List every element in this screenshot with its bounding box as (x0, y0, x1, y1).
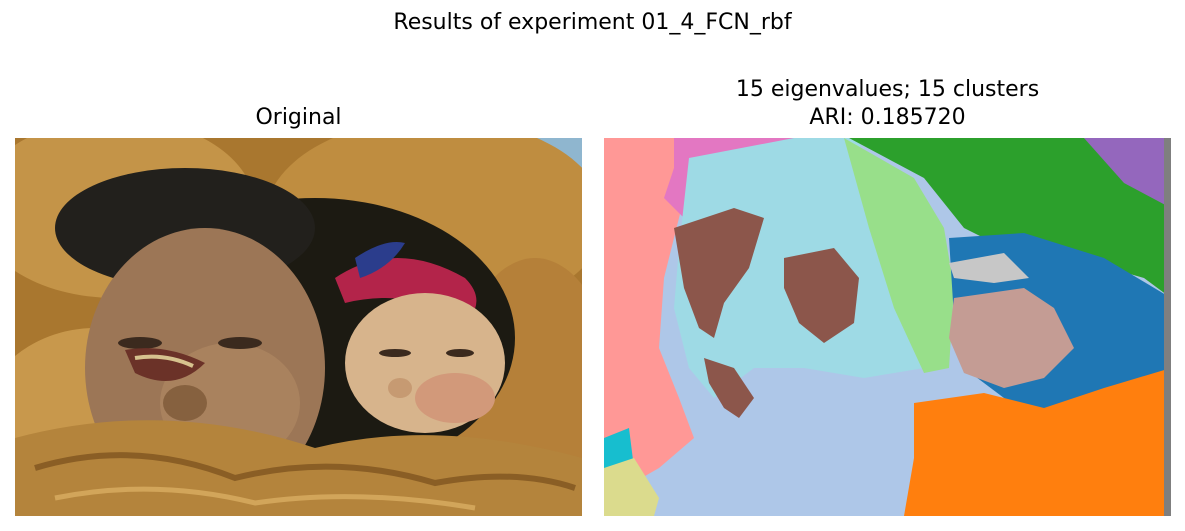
original-image (15, 138, 582, 516)
left-panel-title: Original (255, 105, 342, 130)
figure-suptitle: Results of experiment 01_4_FCN_rbf (393, 10, 792, 35)
right-panel-title: 15 eigenvalues; 15 clusters ARI: 0.18572… (604, 76, 1171, 132)
segmentation-image-drawing (604, 138, 1171, 516)
segmentation-image (604, 138, 1171, 516)
right-panel-title-line2: ARI: 0.185720 (809, 105, 966, 130)
original-image-drawing (15, 138, 582, 516)
right-panel-title-line1: 15 eigenvalues; 15 clusters (735, 77, 1040, 102)
